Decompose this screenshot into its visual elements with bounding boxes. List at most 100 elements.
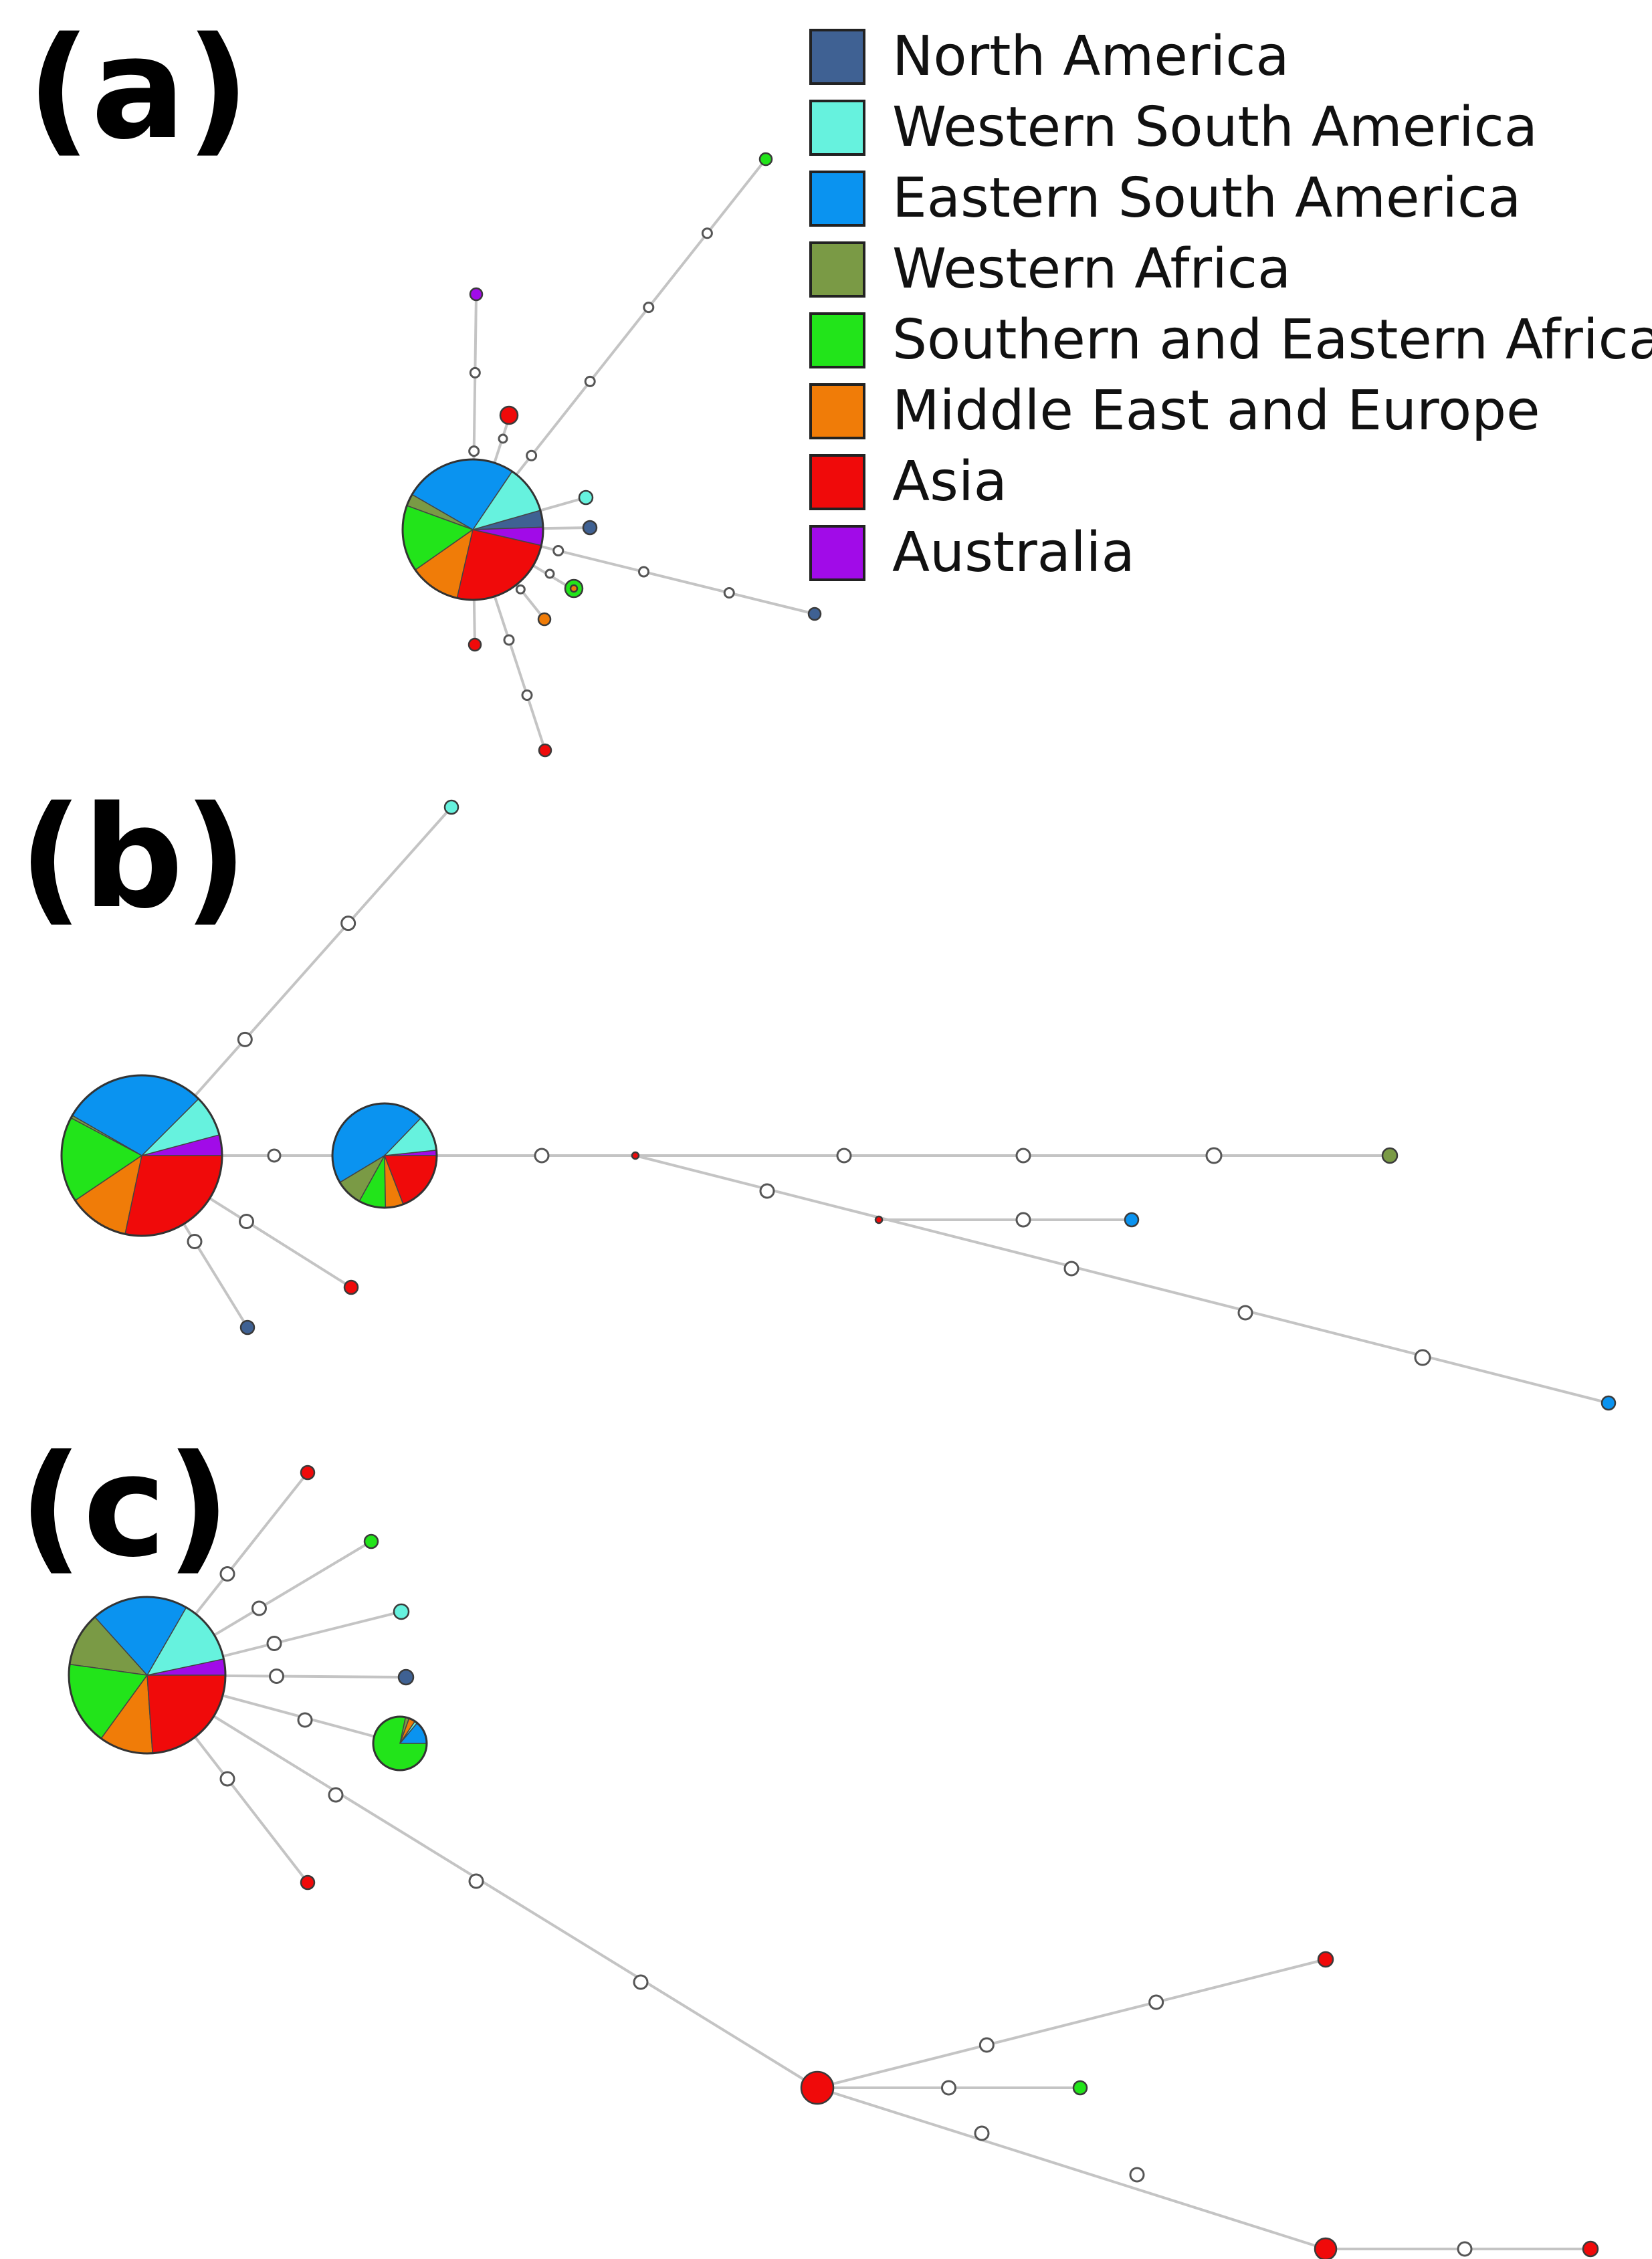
haplotype-node xyxy=(807,607,822,621)
median-vector-node xyxy=(328,1787,344,1803)
legend-label-north-america: North America xyxy=(892,25,1289,88)
panel-c-main-pie xyxy=(68,1596,227,1755)
median-vector-node xyxy=(723,587,735,599)
network-edge xyxy=(472,158,767,531)
haplotype-node xyxy=(1582,2240,1599,2258)
legend: North America Western South America East… xyxy=(809,25,1652,584)
haplotype-node xyxy=(397,1669,415,1686)
pie-slice xyxy=(124,1155,223,1236)
median-vector-node xyxy=(1205,1147,1223,1164)
haplotype-node xyxy=(393,1603,410,1620)
median-vector-node xyxy=(534,1148,550,1164)
network-edges xyxy=(140,158,1609,2250)
haplotype-node xyxy=(468,637,482,652)
haplotype-node xyxy=(1124,1212,1140,1228)
haplotype-node xyxy=(1381,1147,1399,1164)
panel-a-main-pie xyxy=(401,458,544,601)
haplotype-node xyxy=(1072,2080,1088,2096)
pie-slice xyxy=(146,1675,226,1754)
haplotype-node xyxy=(1317,1951,1334,1968)
legend-swatch-southern-eastern-africa xyxy=(809,312,865,368)
legend-swatch-eastern-south-america xyxy=(809,171,865,227)
median-vector-node xyxy=(1148,1994,1164,2010)
legend-swatch-western-africa xyxy=(809,241,865,298)
median-vector-node xyxy=(1414,1349,1431,1366)
median-vector-node xyxy=(515,584,526,595)
haplotype-node xyxy=(582,520,598,536)
median-vector-node xyxy=(251,1600,267,1616)
haplotype-node xyxy=(1601,1395,1617,1411)
panel-b-main-pie xyxy=(60,1074,223,1237)
haplotype-node xyxy=(499,405,519,425)
network-edge xyxy=(635,1154,1609,1404)
median-vector-node xyxy=(269,1669,284,1684)
pie-outline xyxy=(401,458,544,601)
haplotype-node xyxy=(631,1151,640,1160)
legend-label-southern-eastern-africa: Southern and Eastern Africa xyxy=(892,308,1652,372)
haplotype-node xyxy=(569,584,579,593)
network-edge xyxy=(817,2086,1326,2250)
median-vector-node xyxy=(237,1031,253,1047)
pie-outline xyxy=(331,1102,438,1209)
haplotype-node xyxy=(363,1533,379,1549)
legend-swatch-middle-east-europe xyxy=(809,383,865,439)
pie-outline xyxy=(372,1715,428,1771)
median-vector-node xyxy=(219,1771,235,1787)
median-vector-node xyxy=(468,445,480,457)
legend-item: Eastern South America xyxy=(809,167,1521,230)
median-vector-node xyxy=(978,2037,995,2053)
legend-item: Western South America xyxy=(809,96,1538,159)
haplotype-node xyxy=(758,152,773,167)
median-vector-node xyxy=(544,568,555,579)
legend-swatch-north-america xyxy=(809,29,865,85)
haplotype-node xyxy=(300,1465,316,1481)
median-vector-node xyxy=(1237,1305,1253,1321)
median-vector-node xyxy=(187,1234,203,1249)
median-vector-node xyxy=(1129,2167,1145,2183)
haplotype-node xyxy=(239,1319,255,1335)
median-vector-node xyxy=(468,1873,484,1889)
panel-c-secondary-pie xyxy=(372,1715,428,1771)
panel-c-asia-hub-node xyxy=(800,2070,835,2105)
median-vector-node xyxy=(701,227,713,239)
median-vector-node xyxy=(469,366,481,379)
median-vector-node xyxy=(941,2080,956,2096)
haplotype-node xyxy=(343,1279,359,1295)
panel-label-b: (b) xyxy=(19,776,247,940)
median-vector-node xyxy=(266,1636,282,1651)
haplotype-node xyxy=(443,799,459,815)
legend-swatch-western-south-america xyxy=(809,100,865,156)
legend-label-australia: Australia xyxy=(892,521,1135,584)
panel-label-c: (c) xyxy=(19,1424,230,1588)
legend-swatch-asia xyxy=(809,454,865,510)
median-vector-node xyxy=(1457,2241,1473,2257)
pie-outline xyxy=(60,1074,223,1237)
legend-item: Asia xyxy=(809,450,1007,514)
pie-outline xyxy=(68,1596,227,1755)
median-vector-node xyxy=(638,566,649,578)
median-vector-node xyxy=(340,916,356,932)
legend-label-asia: Asia xyxy=(892,450,1007,514)
median-vector-node xyxy=(1015,1148,1031,1164)
legend-item: Australia xyxy=(809,521,1135,584)
legend-label-middle-east-europe: Middle East and Europe xyxy=(892,379,1540,443)
legend-item: North America xyxy=(809,25,1289,88)
median-vector-node xyxy=(974,2125,990,2141)
median-vector-node xyxy=(267,1148,282,1163)
haplotype-node xyxy=(537,612,552,627)
legend-label-western-africa: Western Africa xyxy=(892,237,1291,301)
legend-label-eastern-south-america: Eastern South America xyxy=(892,167,1521,230)
legend-item: Southern and Eastern Africa xyxy=(809,308,1652,372)
median-vector-node xyxy=(584,375,596,387)
legend-label-western-south-america: Western South America xyxy=(892,96,1538,159)
panel-b-secondary-pie xyxy=(331,1102,438,1209)
median-vector-node xyxy=(219,1566,235,1582)
haplotype-node xyxy=(469,287,484,302)
haplotype-node xyxy=(874,1215,884,1224)
median-vector-node xyxy=(1015,1212,1031,1228)
median-vector-node xyxy=(759,1183,775,1199)
network-nodes xyxy=(60,152,1617,2259)
median-vector-node xyxy=(552,545,564,556)
median-vector-node xyxy=(526,449,538,461)
